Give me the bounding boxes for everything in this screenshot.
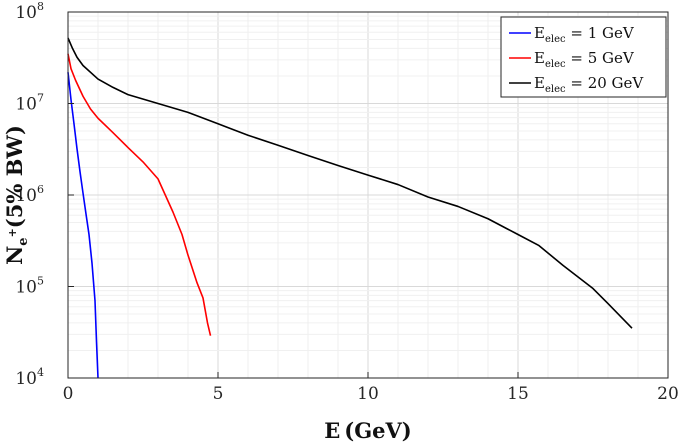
legend-label-rest: = 20 GeV xyxy=(566,74,645,92)
y-tick-base: 10 xyxy=(15,186,37,206)
series-line-1 xyxy=(67,72,99,379)
x-axis-label-unit: (GeV) xyxy=(344,418,411,443)
series-lines xyxy=(67,37,633,379)
legend-label-sub: elec xyxy=(545,34,566,45)
y-tick-base: 10 xyxy=(15,3,37,23)
series-line-3 xyxy=(67,37,633,329)
y-tick-exponent: 5 xyxy=(37,275,44,288)
legend-label-rest: = 5 GeV xyxy=(566,49,635,67)
legend-entry: Eelec = 20 GeV xyxy=(534,74,644,95)
x-tick-label: 5 xyxy=(213,384,224,404)
grid xyxy=(67,11,669,379)
legend-entry: Eelec = 5 GeV xyxy=(534,49,635,70)
x-tick-label: 10 xyxy=(357,384,379,404)
y-tick-label: 107 xyxy=(15,92,44,115)
y-tick-label: 104 xyxy=(15,366,44,389)
legend-label-sub: elec xyxy=(545,59,566,70)
y-tick-base: 10 xyxy=(15,95,37,115)
legend-label-rest: = 1 GeV xyxy=(566,24,635,42)
x-axis-label: E (GeV) xyxy=(324,418,411,443)
legend-label-sub: elec xyxy=(545,84,566,95)
y-axis-label-rest: (5% BW) xyxy=(2,125,27,228)
y-tick-exponent: 4 xyxy=(37,366,44,379)
x-tick-label: 20 xyxy=(657,384,679,404)
y-tick-base: 10 xyxy=(15,278,37,298)
y-tick-exponent: 8 xyxy=(37,0,44,13)
y-tick-base: 10 xyxy=(15,369,37,389)
y-axis-label-sup: + xyxy=(6,228,19,237)
legend-label-main: E xyxy=(534,24,545,42)
y-tick-exponent: 6 xyxy=(37,183,44,196)
legend-entry: Eelec = 1 GeV xyxy=(534,24,635,45)
y-tick-label: 106 xyxy=(15,183,44,206)
x-axis-label-e: E xyxy=(324,418,340,443)
x-tick-label: 15 xyxy=(507,384,529,404)
y-axis-label-n: N xyxy=(2,246,27,265)
legend-label-main: E xyxy=(534,74,545,92)
x-tick-label: 0 xyxy=(63,384,74,404)
y-axis-label-sub: e xyxy=(16,237,31,245)
series-line-2 xyxy=(67,53,212,336)
y-axis-label: Ne+(5% BW) xyxy=(2,125,31,265)
y-tick-label: 108 xyxy=(15,0,44,23)
y-tick-label: 105 xyxy=(15,275,44,298)
y-tick-exponent: 7 xyxy=(37,92,44,105)
legend-label-main: E xyxy=(534,49,545,67)
